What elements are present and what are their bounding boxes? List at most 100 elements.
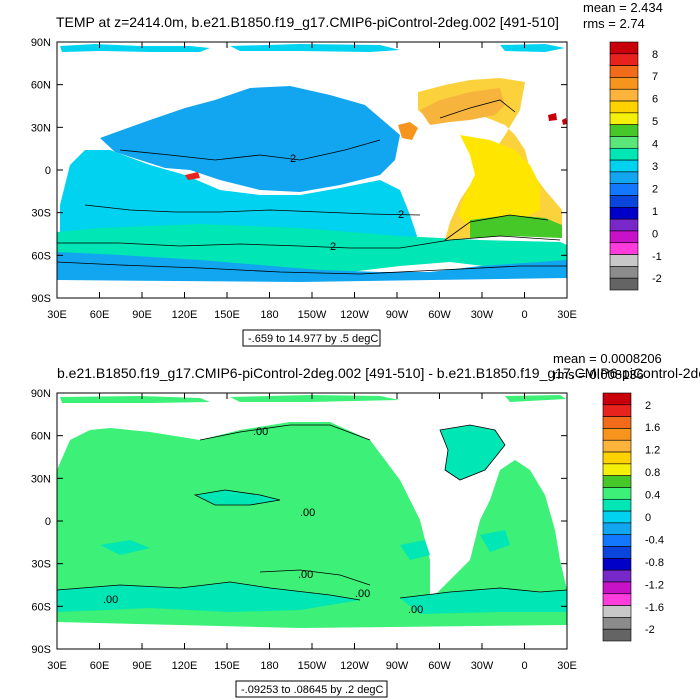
bottom-contour-line-2 bbox=[193, 489, 281, 506]
top-xtick-label: 30W bbox=[471, 309, 494, 321]
bottom-colorbar-label: 2 bbox=[645, 400, 651, 412]
bottom-xtick-label: 150E bbox=[214, 660, 240, 672]
bottom-colorbar-swatch bbox=[602, 558, 632, 571]
top-colorbar-swatch bbox=[609, 147, 639, 161]
top-colorbar-label: 2 bbox=[652, 183, 658, 195]
top-xtick-label: 60E bbox=[90, 309, 110, 321]
top-contour-label-3: 2 bbox=[290, 153, 296, 165]
top-colorbar-swatch bbox=[609, 77, 639, 90]
top-contour-line-6 bbox=[444, 214, 549, 241]
bottom-colorbar-label: 0 bbox=[645, 512, 651, 524]
bottom-colorbar-label: -1.6 bbox=[645, 602, 664, 614]
top-region-red-sea bbox=[185, 172, 200, 180]
bottom-ytick-label: 60S bbox=[31, 601, 51, 613]
bottom-contour-label-1: .00 bbox=[253, 426, 268, 438]
top-region-mediterranean bbox=[398, 122, 418, 140]
top-map: 2 2 2 bbox=[57, 44, 567, 282]
bottom-region-arctic bbox=[60, 396, 210, 403]
top-contour-line-4 bbox=[57, 261, 567, 275]
bottom-ytick-label: 90N bbox=[31, 388, 51, 400]
bottom-colorbar-swatch bbox=[602, 581, 632, 595]
bottom-region-arctic-far bbox=[505, 395, 566, 402]
bottom-ytick-label: 90S bbox=[31, 644, 51, 656]
bottom-colorbar: 2 1.6 1.2 0.8 0.4 0 -0.4 -0.8 -1.2 -1.6 -2 bbox=[602, 392, 664, 642]
bottom-xtick-label: 60W bbox=[428, 660, 451, 672]
bottom-panel: b.e21.B1850.f19_g17.CMIP6-piControl-2deg… bbox=[31, 351, 700, 698]
bottom-colorbar-swatch bbox=[602, 546, 632, 559]
bottom-ytick-label: 30S bbox=[31, 559, 51, 571]
bottom-region-arctic-east bbox=[230, 395, 400, 402]
top-colorbar-label: 0 bbox=[652, 228, 658, 240]
top-colorbar-label: 5 bbox=[652, 116, 658, 128]
bottom-colorbar-swatch bbox=[602, 628, 632, 642]
bottom-xtick-label: 120W bbox=[340, 660, 369, 672]
bottom-contour-label-3: .00 bbox=[298, 569, 313, 581]
bottom-axis-ticks: 30E 60E 90E 120E 150E 180 150W 120W 90W 60W 30W 0 30… bbox=[31, 388, 577, 672]
bottom-xtick-label: 90W bbox=[386, 660, 409, 672]
bottom-contour-line-6 bbox=[259, 569, 371, 586]
top-xtick-label: 90E bbox=[132, 309, 152, 321]
top-xtick-label: 30E bbox=[47, 309, 67, 321]
bottom-region-ocean bbox=[57, 428, 567, 628]
bottom-contour-line-1 bbox=[199, 424, 371, 441]
bottom-region-negative-2 bbox=[400, 588, 567, 614]
top-region-atlantic-north bbox=[420, 88, 505, 125]
bottom-colorbar-label: -1.2 bbox=[645, 579, 664, 591]
top-region-arctic-far bbox=[500, 44, 565, 52]
bottom-colorbar-swatch bbox=[602, 510, 632, 524]
top-colorbar-label: 6 bbox=[652, 94, 658, 106]
bottom-contour-line-3 bbox=[57, 581, 361, 601]
top-colorbar-swatch bbox=[609, 53, 639, 66]
top-region-south-atlantic bbox=[470, 215, 562, 238]
top-mean: mean = 2.434 bbox=[583, 0, 663, 15]
bottom-colorbar-swatch bbox=[602, 416, 632, 429]
top-ytick-label: 30N bbox=[31, 122, 51, 134]
bottom-region-negative-3 bbox=[195, 490, 280, 505]
bottom-colorbar-swatch bbox=[602, 392, 632, 406]
bottom-xtick-label: 30W bbox=[471, 660, 494, 672]
top-colorbar-label: 7 bbox=[652, 71, 658, 83]
top-colorbar-swatch bbox=[609, 65, 639, 78]
top-colorbar-label: 1 bbox=[652, 206, 658, 218]
top-xtick-label: 60W bbox=[428, 309, 451, 321]
top-colorbar-label: 3 bbox=[652, 161, 658, 173]
bottom-colorbar-swatch bbox=[602, 475, 632, 488]
bottom-colorbar-swatch bbox=[602, 534, 632, 547]
top-colorbar-label: 8 bbox=[652, 49, 658, 61]
top-xtick-label: 120E bbox=[172, 309, 198, 321]
bottom-colorbar-swatch bbox=[602, 451, 632, 465]
bottom-colorbar-label: 0.4 bbox=[645, 490, 660, 502]
bottom-xtick-label: 60E bbox=[90, 660, 110, 672]
top-colorbar-swatch bbox=[609, 218, 639, 232]
bottom-colorbar-swatch bbox=[602, 522, 632, 536]
top-colorbar-swatch bbox=[609, 112, 639, 125]
bottom-xtick-label: 90E bbox=[132, 660, 152, 672]
bottom-region-north-pacific bbox=[200, 422, 370, 455]
top-colorbar: 8 7 6 5 4 3 2 1 0 -1 -2 bbox=[609, 41, 662, 291]
top-colorbar-swatch bbox=[609, 100, 639, 114]
top-ytick-label: 30S bbox=[31, 208, 51, 220]
top-title: TEMP at z=2414.0m, b.e21.B1850.f19_g17.C… bbox=[56, 14, 559, 30]
bottom-region-negative-4 bbox=[440, 425, 505, 480]
top-xtick-label: 120W bbox=[340, 309, 369, 321]
bottom-colorbar-swatch bbox=[602, 463, 632, 476]
top-colorbar-swatch bbox=[609, 183, 639, 196]
top-colorbar-swatch bbox=[609, 136, 639, 149]
bottom-ytick-label: 60N bbox=[31, 431, 51, 443]
bottom-xtick-label: 150W bbox=[298, 660, 327, 672]
top-region-atlantic-core bbox=[458, 135, 540, 228]
top-ytick-label: 90N bbox=[31, 37, 51, 49]
top-ytick-label: 0 bbox=[45, 165, 51, 177]
top-contour-label-2: 2 bbox=[330, 241, 336, 253]
top-panel: TEMP at z=2414.0m, b.e21.B1850.f19_g17.C… bbox=[31, 0, 663, 347]
bottom-colorbar-label: -2 bbox=[645, 624, 655, 636]
top-colorbar-label: 4 bbox=[652, 139, 658, 151]
top-region-arctic-east bbox=[230, 44, 400, 52]
bottom-colorbar-swatch bbox=[602, 617, 632, 630]
bottom-region-negative-1 bbox=[57, 582, 360, 612]
top-region-gulf bbox=[548, 113, 557, 121]
top-region-antarctic bbox=[57, 252, 567, 282]
bottom-mean: mean = 0.0008206 bbox=[553, 351, 662, 366]
bottom-colorbar-label: 1.2 bbox=[645, 445, 660, 457]
bottom-colorbar-swatch bbox=[602, 487, 632, 500]
